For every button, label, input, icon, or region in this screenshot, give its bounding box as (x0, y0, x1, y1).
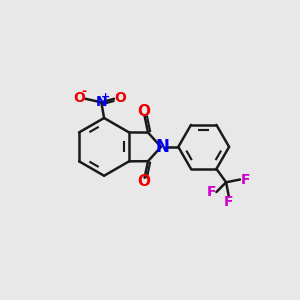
Text: O: O (114, 91, 126, 105)
Text: +: + (101, 92, 110, 102)
Text: F: F (240, 172, 250, 187)
Text: F: F (207, 185, 216, 199)
Text: F: F (224, 195, 234, 209)
Text: O: O (137, 104, 150, 119)
Text: N: N (95, 95, 107, 109)
Text: O: O (137, 174, 150, 189)
Text: O: O (73, 91, 85, 105)
Text: N: N (155, 138, 169, 156)
Text: -: - (81, 85, 87, 98)
